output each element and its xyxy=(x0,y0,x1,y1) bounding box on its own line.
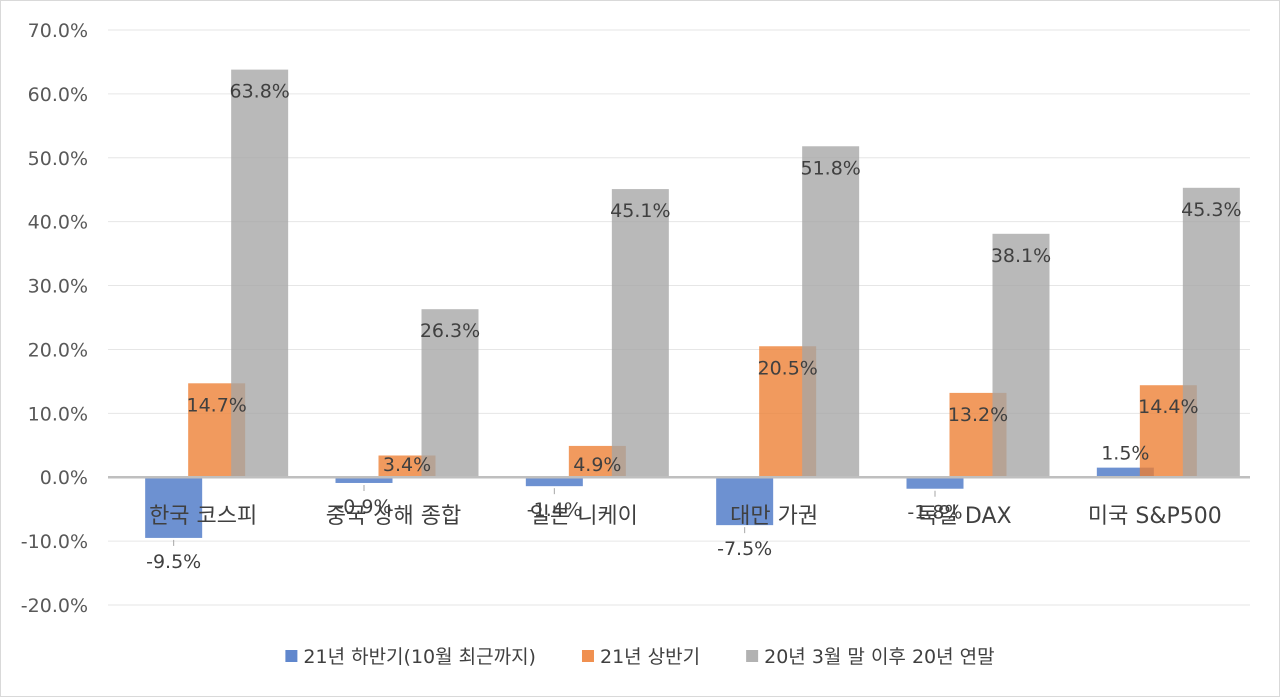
bar-series-3 xyxy=(421,309,479,478)
y-tick-label: 20.0% xyxy=(28,339,88,361)
bar-series-1 xyxy=(525,477,583,487)
y-axis: 70.0% 60.0% 50.0% 40.0% 30.0% 20.0% 10.0% 0.0% -… xyxy=(21,20,88,617)
data-label: 63.8% xyxy=(229,81,289,103)
y-tick-label: 70.0% xyxy=(28,20,88,42)
y-tick-label: -20.0% xyxy=(21,595,88,617)
category-label: 한국 코스피 xyxy=(149,504,257,529)
bar-series-1 xyxy=(716,477,774,526)
bar-series-1 xyxy=(906,477,964,489)
data-label: -1.8% xyxy=(907,502,962,524)
data-label: 45.1% xyxy=(610,200,670,222)
category-labels: 한국 코스피 중국 상해 종합 일본 니케이 대만 가권 독일 DAX 미국 S&P500 xyxy=(149,504,1222,529)
data-label: 26.3% xyxy=(420,320,480,342)
data-label: 1.5% xyxy=(1101,443,1149,465)
y-tick-label: 50.0% xyxy=(28,148,88,170)
legend-label: 21년 하반기(10월 최근까지) xyxy=(303,646,536,668)
gridlines xyxy=(108,29,1250,606)
data-labels: -9.5% 14.7% 63.8% -0.9% 3.4% 26.3% -1.4% 4.9% 45… xyxy=(146,81,1241,573)
data-label: 14.7% xyxy=(186,394,246,416)
bars xyxy=(145,69,1240,538)
legend-item-3: 20년 3월 말 이후 20년 연말 xyxy=(746,646,995,668)
data-label: 13.2% xyxy=(948,404,1008,426)
y-tick-label: 30.0% xyxy=(28,276,88,298)
data-label: 3.4% xyxy=(383,454,431,476)
legend-swatch xyxy=(581,650,594,662)
category-label: 중국 상해 종합 xyxy=(326,504,461,529)
data-label: -7.5% xyxy=(717,538,772,560)
data-label: 38.1% xyxy=(991,245,1051,267)
bar-series-2 xyxy=(378,455,436,478)
bar-series-3 xyxy=(231,69,289,478)
category-label: 일본 니케이 xyxy=(530,504,638,529)
category-label: 대만 가권 xyxy=(730,504,818,529)
legend: 21년 하반기(10월 최근까지) 21년 상반기 20년 3월 말 이후 20년 … xyxy=(285,646,995,668)
y-tick-label: 60.0% xyxy=(28,84,88,106)
bar-series-3 xyxy=(992,233,1050,478)
bar-series-1 xyxy=(145,477,203,538)
legend-label: 20년 3월 말 이후 20년 연말 xyxy=(764,646,994,668)
y-tick-label: 40.0% xyxy=(28,212,88,234)
data-label: -9.5% xyxy=(146,551,201,573)
data-label: -0.9% xyxy=(336,496,391,518)
category-label: 미국 S&P500 xyxy=(1088,504,1222,529)
y-tick-label: 0.0% xyxy=(40,467,88,489)
y-tick-label: -10.0% xyxy=(21,531,88,553)
bar-series-3 xyxy=(611,189,669,478)
legend-swatch xyxy=(746,650,759,662)
data-label: -1.4% xyxy=(527,499,582,521)
legend-swatch xyxy=(285,650,298,662)
data-label: 4.9% xyxy=(573,454,621,476)
category-label: 독일 DAX xyxy=(917,504,1011,529)
legend-item-1: 21년 하반기(10월 최근까지) xyxy=(285,646,536,668)
data-label: 51.8% xyxy=(800,157,860,179)
bar-series-1 xyxy=(335,477,393,483)
bar-series-1 xyxy=(1096,467,1154,478)
legend-item-2: 21년 상반기 xyxy=(581,646,700,668)
y-tick-label: 10.0% xyxy=(28,403,88,425)
data-label: 45.3% xyxy=(1181,199,1241,221)
data-label: 14.4% xyxy=(1138,396,1198,418)
bar-series-3 xyxy=(802,146,860,478)
legend-label: 21년 상반기 xyxy=(600,646,700,668)
data-label: 20.5% xyxy=(757,357,817,379)
bar-series-3 xyxy=(1182,187,1240,478)
